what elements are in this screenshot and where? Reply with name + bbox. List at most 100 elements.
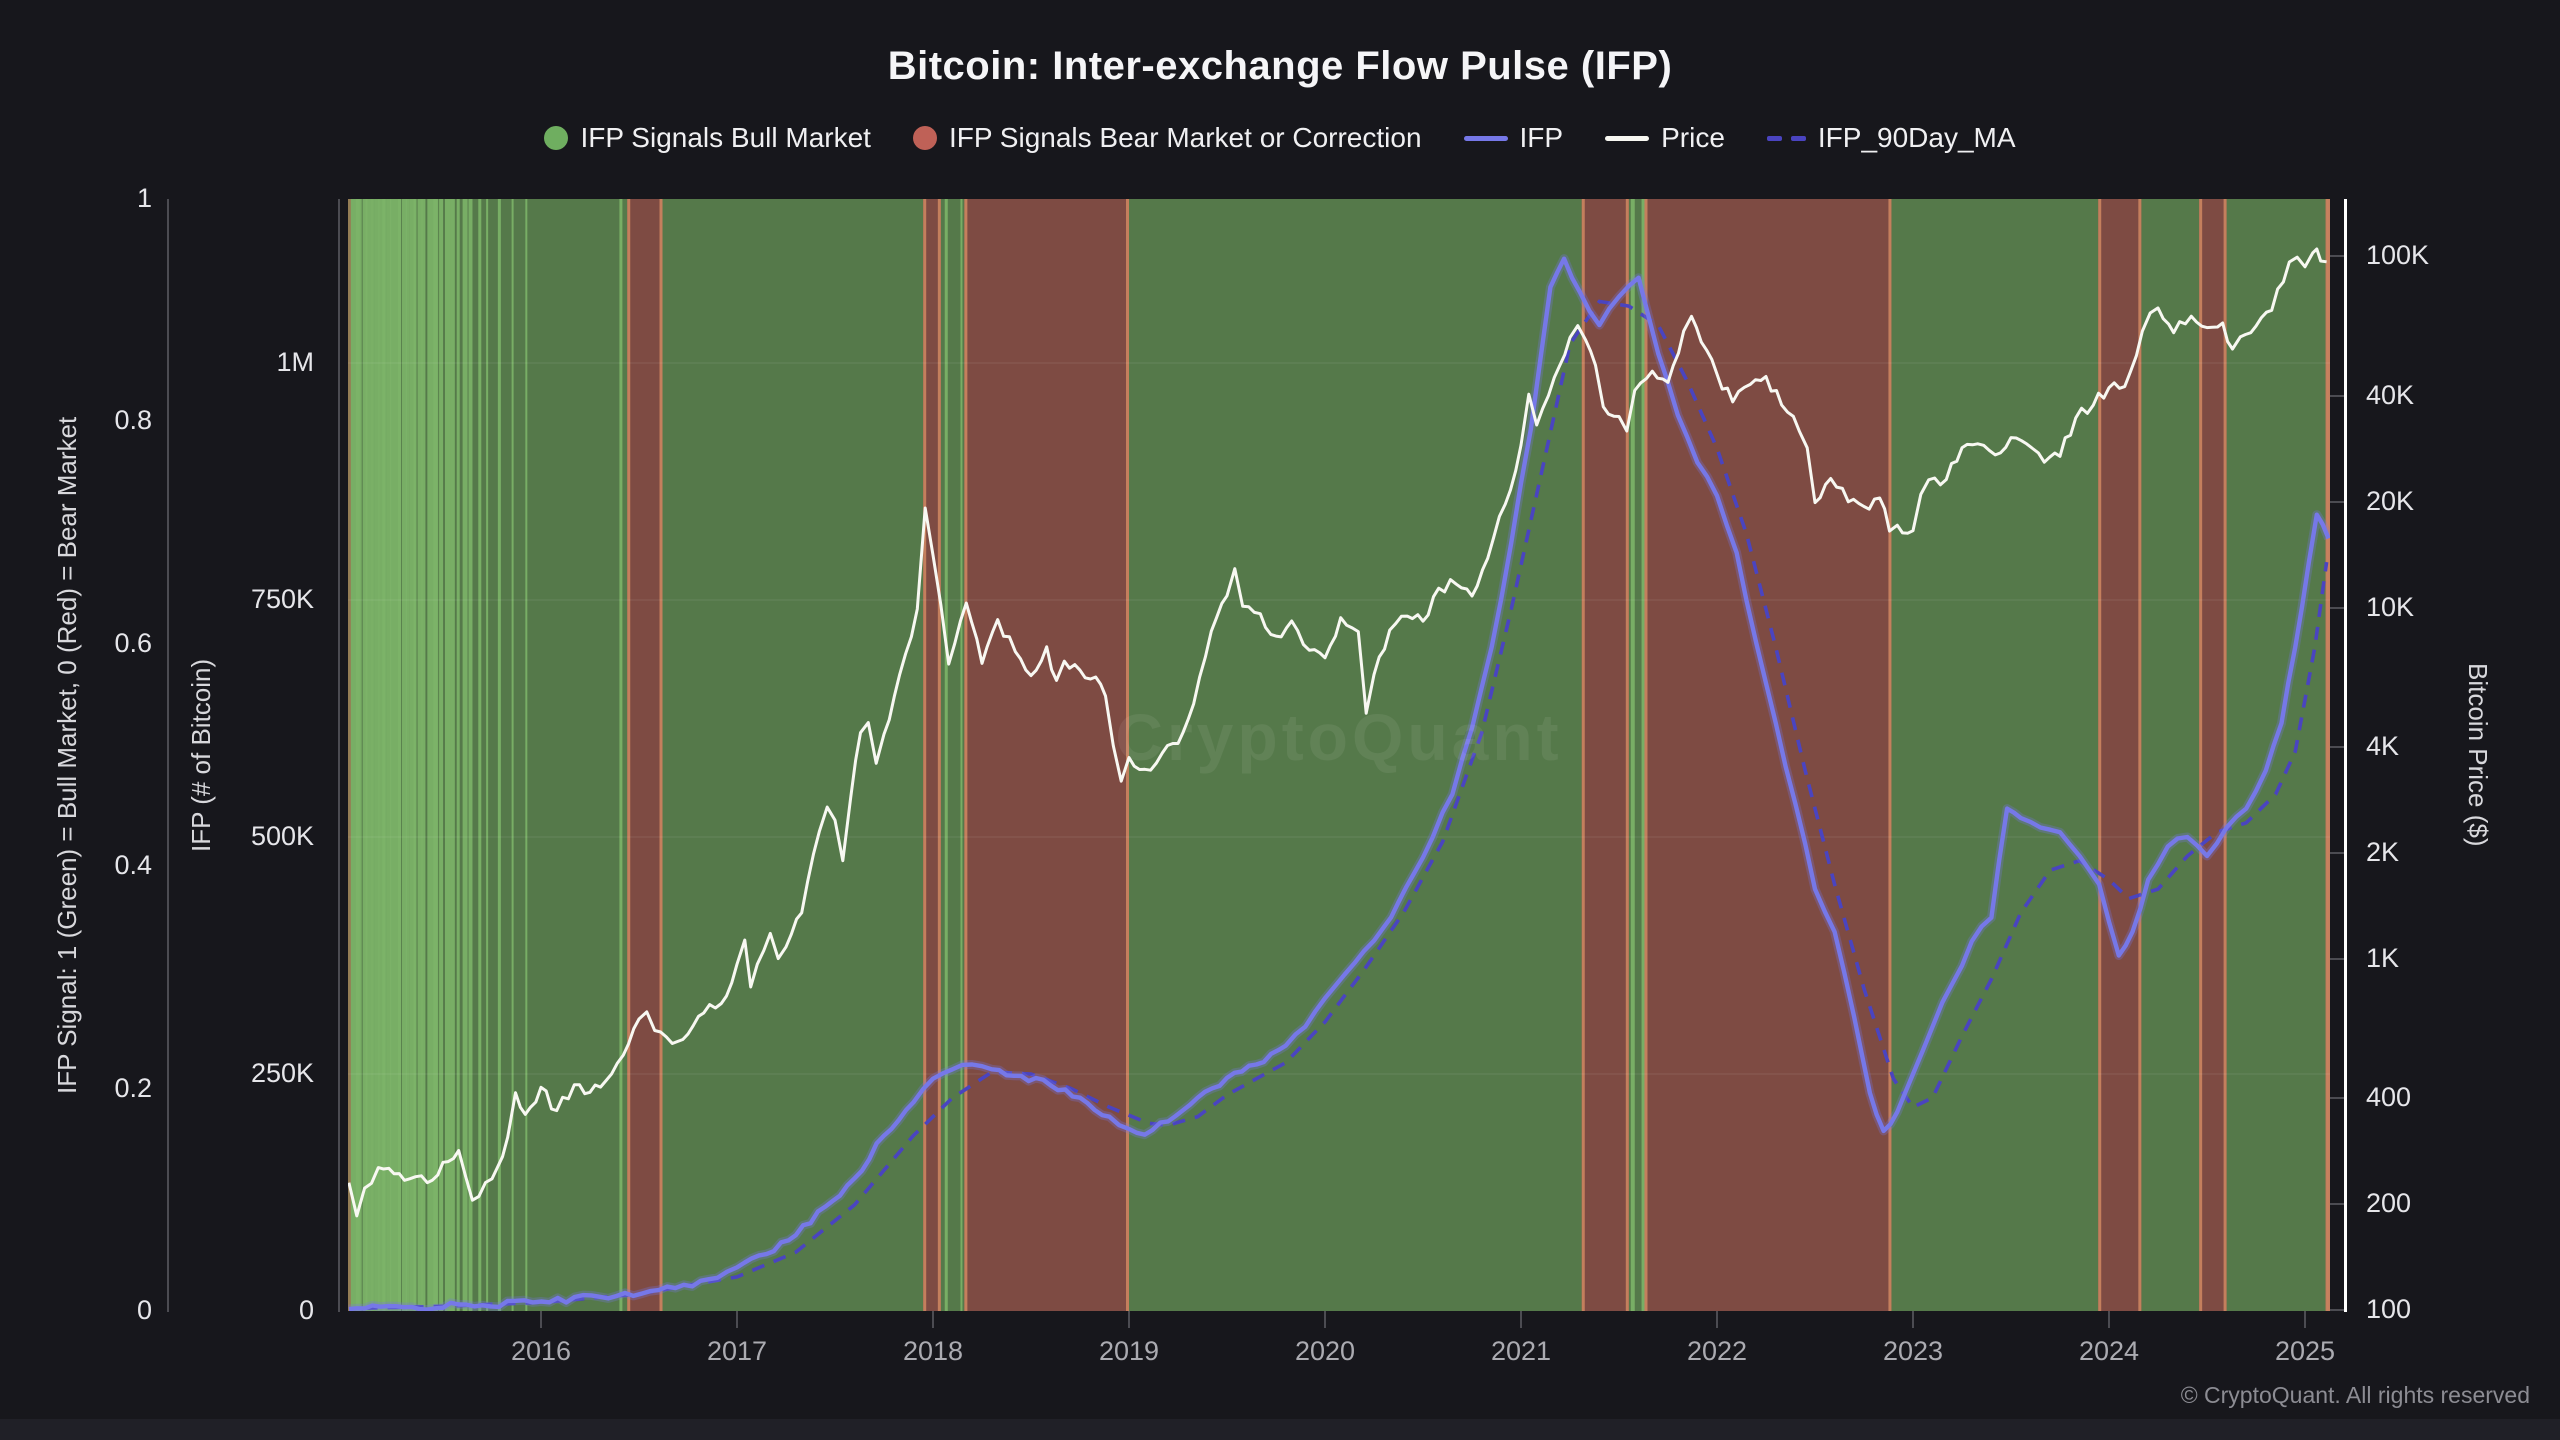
price-axis-spine <box>2344 199 2347 1312</box>
ifp-tick-label: 750K <box>250 584 314 614</box>
signal-tick-label: 0.6 <box>114 627 152 658</box>
axis-tick-mark <box>1716 1311 1718 1328</box>
bull-flicker-stripe <box>944 199 948 1311</box>
x-tick-label: 2016 <box>510 1336 572 1366</box>
ifp-tick-label: 0 <box>298 1295 314 1325</box>
axis-tick-mark <box>1128 1311 1130 1328</box>
ifp-90day-ma-line <box>364 299 2329 1310</box>
legend-item-3[interactable]: Price <box>1605 122 1725 154</box>
bull-flicker-stripe <box>456 199 460 1311</box>
axis-tick-mark <box>2330 606 2344 609</box>
axis-tick-mark <box>540 1311 542 1328</box>
bull-flicker-stripe <box>427 199 438 1311</box>
axis-tick-mark <box>932 1311 934 1328</box>
legend-item-1[interactable]: IFP Signals Bear Market or Correction <box>912 122 1422 154</box>
price-axis-title: Bitcoin Price ($) <box>2463 663 2493 847</box>
signal-tick-label: 0.4 <box>114 850 152 881</box>
ifp-tick-label: 500K <box>250 821 314 851</box>
ifp-axis-spine <box>338 199 340 1312</box>
x-tick-label: 2022 <box>1686 1336 1748 1366</box>
axis-tick-mark <box>2330 500 2344 503</box>
bear-band <box>923 199 941 1311</box>
x-tick-label: 2017 <box>706 1336 768 1366</box>
price-tick-label: 100K <box>2366 240 2430 271</box>
copyright: © CryptoQuant. All rights reserved <box>2180 1382 2530 1408</box>
price-tick-label: 200 <box>2366 1188 2412 1218</box>
bull-flicker-stripe <box>374 199 380 1311</box>
bull-flicker-stripe <box>960 199 963 1311</box>
ifp-axis-title: IFP (# of Bitcoin) <box>186 658 216 852</box>
bull-flicker-stripe <box>368 199 373 1311</box>
axis-tick-mark <box>2330 255 2344 258</box>
bull-flicker-stripe <box>355 199 360 1311</box>
bull-flicker-stripe <box>433 199 439 1311</box>
x-tick-label: 2023 <box>1882 1336 1944 1366</box>
x-tick-label: 2024 <box>2078 1336 2140 1366</box>
bull-flicker-stripe <box>417 199 423 1311</box>
bull-flicker-stripe <box>462 199 468 1311</box>
legend-item-0[interactable]: IFP Signals Bull Market <box>544 122 871 154</box>
signal-tick-label: 0.2 <box>114 1072 152 1103</box>
signal-tick-label: 0.8 <box>114 405 152 436</box>
plot-area[interactable]: CryptoQuant <box>348 199 2330 1311</box>
bull-flicker-stripe <box>371 199 375 1311</box>
gridline <box>348 362 2330 364</box>
bear-band <box>1581 199 1629 1311</box>
bear-band <box>1644 199 1892 1311</box>
bull-flicker-stripe <box>409 199 416 1311</box>
legend-item-2[interactable]: IFP <box>1463 122 1563 154</box>
gridline <box>348 599 2330 601</box>
legend-label: IFP Signals Bear Market or Correction <box>948 122 1422 153</box>
axis-tick-mark <box>2330 851 2344 854</box>
signal-band-layer <box>348 199 2330 1311</box>
axis-tick-mark <box>736 1311 738 1328</box>
bear-band <box>2098 199 2142 1311</box>
x-tick-label: 2019 <box>1098 1336 1160 1366</box>
bull-flicker-stripe <box>382 199 386 1311</box>
bull-flicker-stripe <box>421 199 426 1311</box>
signal-axis-title: IFP Signal: 1 (Green) = Bull Market, 0 (… <box>52 416 82 1094</box>
signal-axis-spine <box>167 199 169 1312</box>
bear-band <box>627 199 663 1311</box>
axis-tick-mark <box>1520 1311 1522 1328</box>
axis-tick-mark <box>1324 1311 1326 1328</box>
bull-flicker-stripe <box>511 199 514 1311</box>
legend-label: IFP Signals Bull Market <box>580 122 871 153</box>
price-tick-label: 10K <box>2366 591 2415 622</box>
price-tick-label: 400 <box>2366 1082 2412 1113</box>
axis-tick-mark <box>2108 1311 2110 1328</box>
ifp-chart-canvas[interactable] <box>348 199 2330 1311</box>
legend-label: IFP_90Day_MA <box>1817 122 2016 153</box>
bull-flicker-stripe <box>525 199 528 1311</box>
bull-flicker-stripe <box>450 199 455 1311</box>
price-tick-label: 100 <box>2366 1293 2412 1324</box>
bull-flicker-stripe <box>350 199 359 1311</box>
price-tick-label: 1K <box>2366 942 2400 973</box>
ifp-line <box>348 256 2330 1311</box>
bull-flicker-stripe <box>394 199 401 1311</box>
bull-flicker-stripe <box>439 199 444 1311</box>
axis-tick-mark <box>2330 395 2344 398</box>
x-tick-label: 2020 <box>1294 1336 1356 1366</box>
x-tick-label: 2018 <box>902 1336 964 1366</box>
bull-flicker-stripe <box>386 199 392 1311</box>
axis-tick-mark <box>2330 1203 2344 1205</box>
signal-tick-label: 0 <box>136 1295 152 1325</box>
signal-tick-label: 1 <box>136 183 152 213</box>
axis-tick-mark <box>2304 1311 2306 1328</box>
axis-tick-mark <box>1912 1311 1914 1328</box>
bull-flicker-stripe <box>365 199 368 1311</box>
legend-item-4[interactable]: IFP_90Day_MA <box>1766 122 2016 154</box>
bull-flicker-stripe <box>478 199 482 1311</box>
bull-flicker-stripe <box>397 199 401 1311</box>
bull-flicker-stripe <box>1641 199 1645 1311</box>
bear-band <box>2199 199 2227 1311</box>
bull-flicker-stripe <box>468 199 473 1311</box>
x-tick-label: 2021 <box>1490 1336 1552 1366</box>
bull-flicker-stripe <box>486 199 489 1311</box>
bull-flicker-stripe <box>1630 199 1635 1311</box>
axis-tick-mark <box>2330 1097 2344 1100</box>
price-tick-label: 20K <box>2366 485 2415 516</box>
gridline <box>348 836 2330 838</box>
